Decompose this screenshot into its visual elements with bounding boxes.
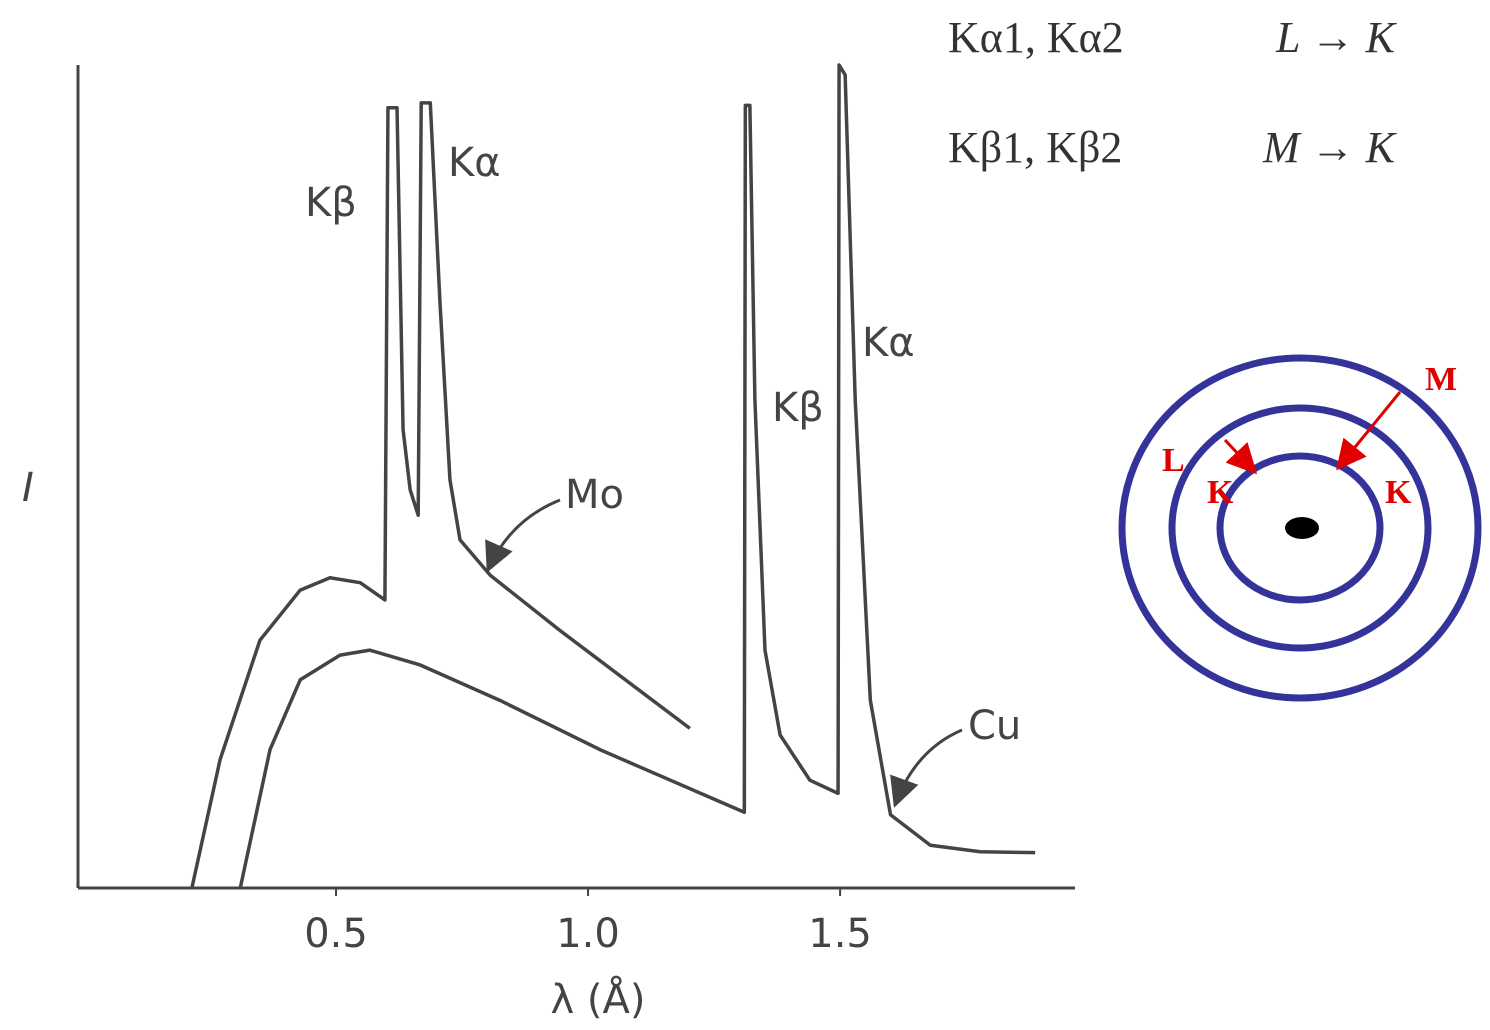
arrow	[890, 728, 963, 808]
transition-shells: L → K	[1275, 13, 1398, 62]
x-tick-label: 1.5	[808, 911, 872, 957]
shell-l	[1168, 404, 1432, 652]
arrow	[485, 498, 561, 573]
atom	[1118, 354, 1482, 702]
x-label: λ (Å)	[551, 975, 646, 1023]
annotation: Kβ	[305, 180, 357, 226]
y-label: I	[22, 465, 34, 511]
shell-label: L	[1162, 442, 1185, 479]
x-tick-label: 1.0	[556, 911, 620, 957]
annotation: Kβ	[772, 385, 824, 431]
transition-lines: Kα1, Kα2	[948, 13, 1124, 62]
annotation: Kα	[448, 140, 501, 186]
shell-label: K	[1385, 474, 1412, 511]
series-label: Mo	[565, 472, 624, 518]
shell-label: K	[1207, 474, 1234, 511]
series-label: Cu	[968, 703, 1021, 749]
arrow	[1223, 438, 1258, 475]
arrow	[1336, 391, 1402, 471]
nucleus	[1285, 517, 1319, 539]
series-line	[190, 101, 691, 889]
shell-label: M	[1425, 361, 1457, 398]
series-line	[238, 63, 1036, 889]
x-tick-label: 0.5	[304, 911, 368, 957]
transition-lines: Kβ1, Kβ2	[948, 123, 1122, 172]
shell-m	[1118, 354, 1482, 702]
transition-shells: M → K	[1262, 123, 1398, 172]
annotation: Kα	[862, 320, 915, 366]
shell-k	[1216, 452, 1384, 604]
